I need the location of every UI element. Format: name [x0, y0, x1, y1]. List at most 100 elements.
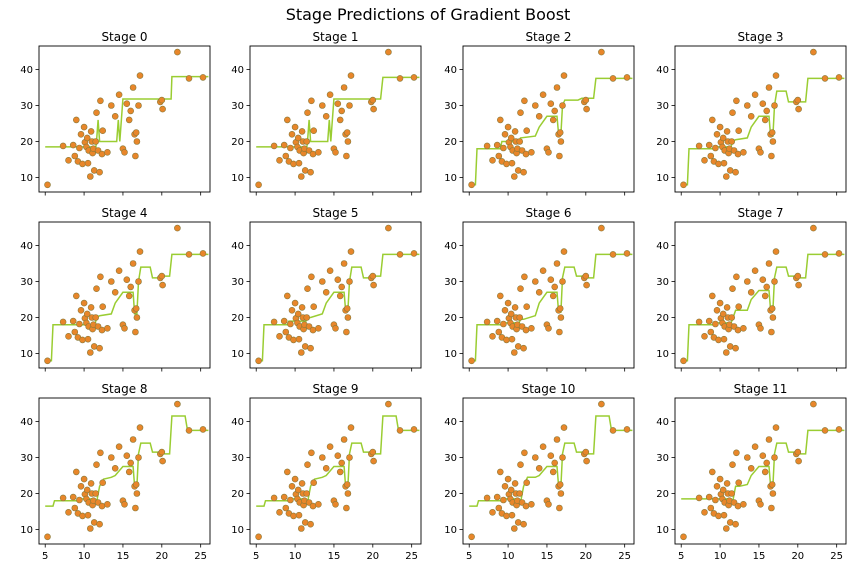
subplot-stage-11: Stage 11 10 20 30 40 5 10 15 20 25: [656, 382, 847, 562]
data-point: [59, 494, 67, 502]
data-point: [344, 314, 352, 321]
data-point: [159, 105, 166, 113]
data-point: [508, 335, 516, 343]
axes-frame: [38, 397, 211, 545]
subplot-stage-10: Stage 10 10 20 30 40 5 10 15 20 25: [444, 382, 635, 562]
y-tick-label: 30: [20, 101, 33, 112]
data-point: [765, 84, 773, 91]
y-tick-label: 10: [444, 173, 457, 184]
y-tick-label: 10: [231, 349, 244, 360]
y-tick-label: 10: [231, 525, 244, 536]
data-point: [80, 475, 88, 483]
y-tick-label: 30: [444, 277, 457, 288]
data-point: [712, 496, 719, 504]
x-tick-label: 10: [714, 551, 727, 562]
y-tick-label: 30: [231, 101, 244, 112]
data-point: [136, 248, 144, 255]
data-point: [282, 152, 290, 160]
data-point: [495, 152, 503, 160]
data-point: [125, 116, 133, 124]
data-point: [111, 464, 119, 472]
x-tick-label: 15: [328, 551, 341, 562]
data-point: [768, 481, 776, 488]
data-point: [174, 48, 181, 56]
y-tick-label: 40: [656, 241, 669, 252]
y-tick-label: 10: [444, 525, 457, 536]
y-tick-label: 20: [20, 489, 33, 500]
subplot-title: Stage 0: [101, 30, 147, 44]
data-point: [270, 318, 278, 326]
data-point: [322, 288, 330, 296]
data-point: [516, 314, 524, 321]
data-point: [309, 502, 317, 510]
data-point: [133, 490, 141, 497]
data-point: [315, 324, 322, 332]
data-point: [291, 123, 299, 131]
data-point: [545, 500, 552, 508]
y-tick-label: 40: [231, 65, 244, 76]
data-point: [508, 511, 516, 519]
data-point: [707, 152, 715, 160]
data-point: [83, 486, 91, 494]
data-point: [503, 336, 510, 344]
data-point: [304, 461, 311, 469]
data-point: [282, 328, 290, 336]
data-point: [98, 502, 106, 510]
data-point: [127, 107, 134, 115]
data-point: [315, 149, 322, 156]
data-point: [759, 100, 767, 107]
data-point: [283, 468, 291, 476]
data-point: [705, 493, 713, 501]
data-point: [720, 335, 728, 343]
data-point: [521, 273, 528, 281]
data-point: [308, 273, 315, 281]
data-point: [111, 288, 119, 296]
data-point: [500, 320, 507, 328]
data-point: [489, 508, 496, 516]
data-point: [132, 504, 139, 512]
data-point: [276, 332, 283, 340]
x-tick-label: 25: [405, 551, 418, 562]
data-point: [294, 310, 302, 318]
data-point: [304, 109, 311, 116]
data-point: [127, 283, 134, 291]
data-point: [369, 96, 377, 104]
data-point: [514, 167, 522, 174]
data-point: [83, 310, 91, 318]
data-point: [396, 427, 404, 434]
data-point: [334, 452, 342, 460]
data-point: [751, 443, 759, 451]
data-point: [734, 326, 742, 334]
data-point: [514, 519, 522, 526]
data-point: [76, 496, 83, 504]
data-point: [582, 96, 590, 104]
data-point: [185, 75, 193, 82]
data-point: [309, 150, 317, 158]
data-point: [90, 519, 98, 526]
data-point: [517, 461, 524, 469]
data-point: [726, 343, 734, 350]
y-tick-label: 30: [444, 101, 457, 112]
data-point: [307, 520, 314, 528]
axes-frame: [249, 221, 422, 369]
subplot-title: Stage 5: [312, 206, 358, 220]
data-point: [794, 448, 802, 456]
data-point: [340, 84, 348, 91]
data-point: [557, 314, 565, 321]
data-point: [496, 292, 504, 300]
data-point: [255, 181, 262, 189]
data-point: [732, 344, 739, 352]
y-tick-label: 30: [20, 277, 33, 288]
data-point: [92, 314, 99, 321]
data-point: [336, 116, 344, 124]
data-point: [747, 464, 755, 472]
data-point: [121, 500, 128, 508]
data-point: [370, 281, 377, 289]
data-point: [135, 278, 142, 285]
data-point: [598, 48, 605, 56]
data-point: [507, 310, 515, 318]
data-point: [545, 324, 552, 332]
y-tick-label: 30: [656, 277, 669, 288]
data-point: [729, 461, 736, 469]
